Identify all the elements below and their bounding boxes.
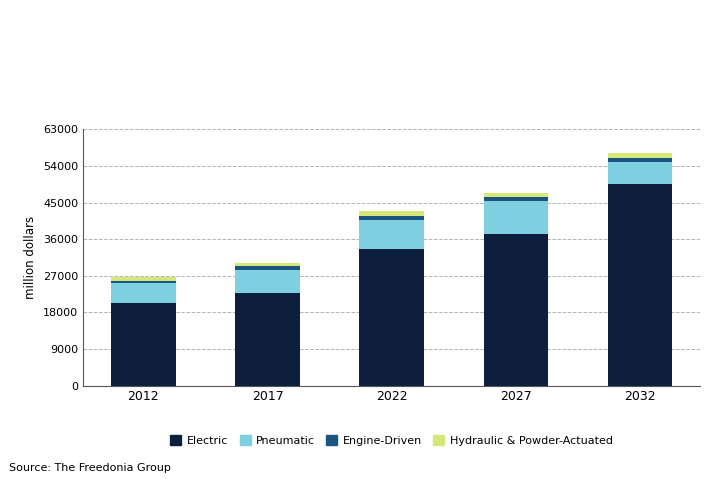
Bar	[608, 184, 672, 386]
Bar	[484, 197, 548, 201]
Text: Figure 3-8.
Global Power Tool Demand by Power Source,
2012, 2017, 2022, 2027, & : Figure 3-8. Global Power Tool Demand by …	[9, 5, 306, 74]
Bar	[235, 266, 300, 270]
Bar	[111, 284, 175, 303]
Y-axis label: million dollars: million dollars	[25, 216, 38, 299]
Bar	[608, 152, 672, 158]
Legend: Electric, Pneumatic, Engine-Driven, Hydraulic & Powder-Actuated: Electric, Pneumatic, Engine-Driven, Hydr…	[166, 431, 617, 451]
Text: Freedonia: Freedonia	[583, 98, 653, 111]
Bar	[235, 262, 300, 266]
Bar	[484, 201, 548, 234]
Bar	[111, 277, 175, 281]
Bar	[360, 220, 424, 250]
Bar	[484, 234, 548, 386]
Bar	[484, 193, 548, 197]
Bar	[360, 250, 424, 386]
Bar	[235, 270, 300, 293]
Bar	[608, 158, 672, 162]
Bar	[360, 211, 424, 217]
Bar	[235, 293, 300, 386]
Bar	[111, 303, 175, 386]
Bar	[111, 281, 175, 284]
Bar	[608, 162, 672, 184]
Text: Source: The Freedonia Group: Source: The Freedonia Group	[9, 463, 170, 473]
Bar	[360, 217, 424, 220]
